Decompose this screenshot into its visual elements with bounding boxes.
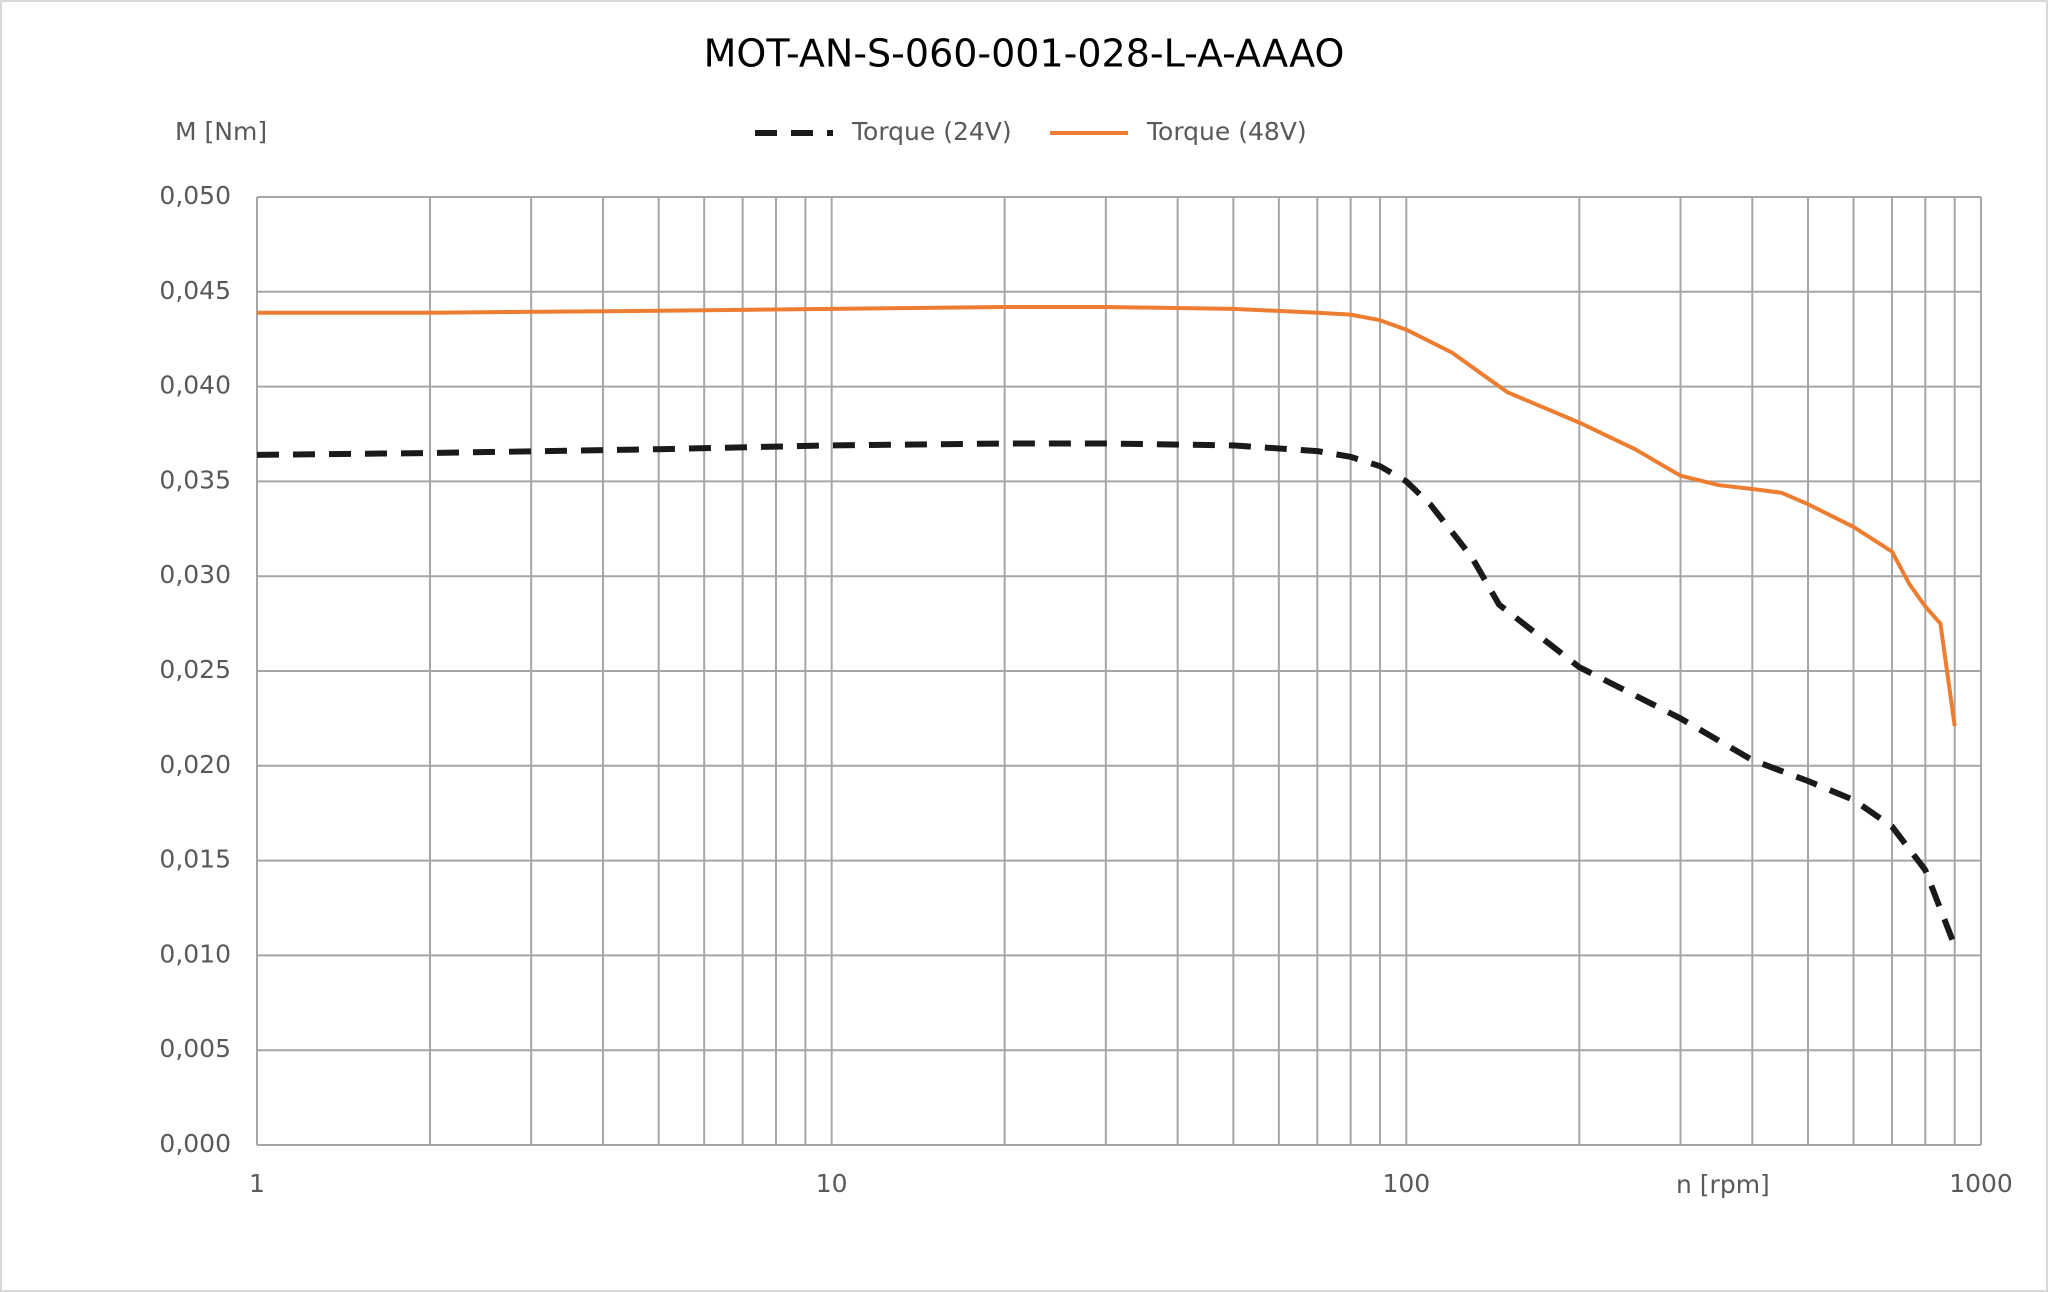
y-tick-label: 0,040	[159, 371, 231, 400]
y-tick-label: 0,000	[159, 1129, 231, 1158]
series-line	[257, 305, 1957, 727]
y-tick-label: 0,020	[159, 750, 231, 779]
y-tick-label: 0,050	[159, 181, 231, 210]
y-tick-label: 0,005	[159, 1034, 231, 1063]
y-tick-label: 0,010	[159, 939, 231, 968]
y-axis-label: M [Nm]	[175, 117, 267, 146]
y-tick-label: 0,030	[159, 560, 231, 589]
chart-title: MOT-AN-S-060-001-028-L-A-AAAO	[704, 32, 1345, 76]
y-tick-label: 0,015	[159, 845, 231, 874]
x-axis-label: n [rpm]	[1676, 1170, 1770, 1199]
x-tick-label: 1000	[1949, 1169, 2013, 1198]
y-tick-label: 0,025	[159, 655, 231, 684]
y-tick-label: 0,045	[159, 276, 231, 305]
x-tick-label: 100	[1382, 1169, 1430, 1198]
y-tick-label: 0,035	[159, 465, 231, 494]
x-tick-label: 10	[816, 1169, 848, 1198]
x-tick-label: 1	[249, 1169, 265, 1198]
legend-label: Torque (24V)	[851, 117, 1012, 146]
legend-label: Torque (48V)	[1146, 117, 1307, 146]
series-line	[256, 440, 1958, 947]
